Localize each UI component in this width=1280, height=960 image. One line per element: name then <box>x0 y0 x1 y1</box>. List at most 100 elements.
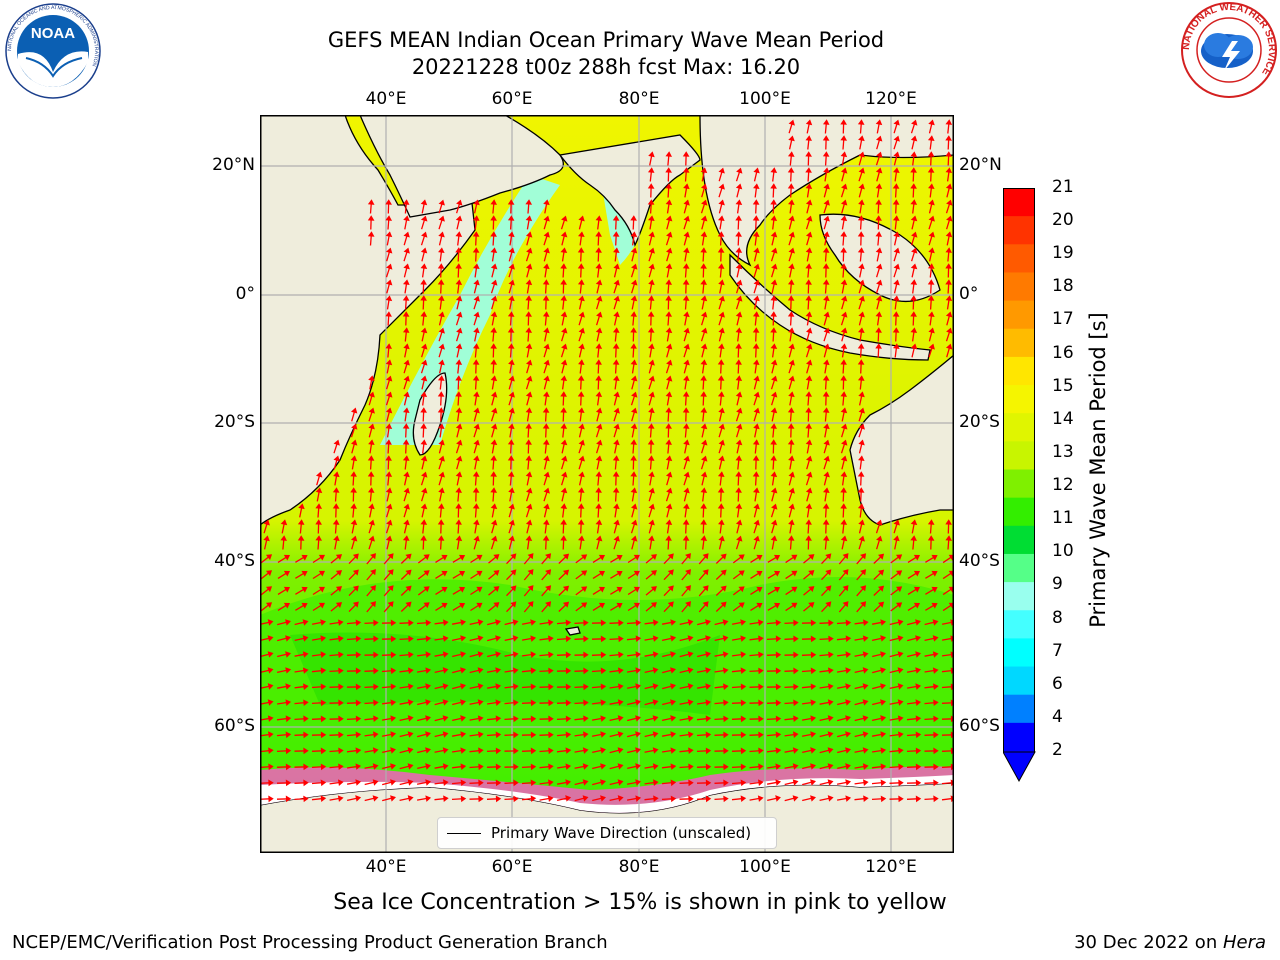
direction-arrow-head <box>598 586 606 593</box>
direction-arrow-head <box>508 503 515 510</box>
direction-arrow-head <box>682 279 690 285</box>
colorbar-label: 18 <box>1052 276 1074 297</box>
left-lat-tick: 40°S <box>214 551 255 571</box>
direction-arrow-head <box>368 439 375 446</box>
direction-arrow-head <box>355 667 362 675</box>
direction-arrow-head <box>630 407 638 414</box>
direction-arrow-head <box>493 586 500 593</box>
direction-arrow-head <box>285 715 292 723</box>
top-lon-tick: 60°E <box>491 89 533 109</box>
direction-arrow-head <box>915 715 922 723</box>
direction-arrow-head <box>595 247 602 253</box>
direction-arrow-head <box>735 519 743 526</box>
direction-arrow-head <box>320 619 327 626</box>
direction-arrow-head <box>880 667 886 674</box>
direction-arrow-head <box>875 311 883 318</box>
direction-arrow-head <box>420 519 428 525</box>
legend-line-icon <box>447 832 481 834</box>
direction-arrow-head <box>753 391 760 398</box>
direction-arrow-head <box>472 215 480 221</box>
direction-arrow-head <box>320 779 327 787</box>
chart-title: GEFS MEAN Indian Ocean Primary Wave Mean… <box>327 28 885 52</box>
direction-arrow-head <box>858 391 865 398</box>
australia <box>849 354 954 526</box>
direction-arrow-head <box>665 439 673 445</box>
direction-arrow-head <box>373 635 379 643</box>
direction-arrow-head <box>788 343 795 350</box>
direction-arrow-head <box>770 311 777 317</box>
direction-arrow-head <box>367 455 375 461</box>
direction-arrow-head <box>822 391 830 397</box>
direction-arrow-head <box>805 311 813 318</box>
direction-arrow-head <box>740 619 747 626</box>
direction-arrow-head <box>876 535 883 542</box>
direction-arrow-head <box>495 635 501 642</box>
direction-arrow-head <box>911 231 918 238</box>
direction-arrow-head <box>647 183 655 189</box>
direction-arrow-head <box>828 651 834 659</box>
direction-arrow-head <box>473 263 480 270</box>
direction-arrow-head <box>682 167 690 173</box>
direction-arrow-head <box>386 391 393 398</box>
direction-arrow-head <box>845 795 852 802</box>
direction-arrow-head <box>810 795 816 802</box>
direction-arrow-head <box>438 247 445 254</box>
direction-arrow-head <box>577 503 585 509</box>
direction-arrow-head <box>910 151 918 158</box>
direction-arrow-head <box>403 375 410 382</box>
direction-arrow-head <box>652 635 659 642</box>
direction-arrow-head <box>633 602 640 609</box>
direction-arrow-head <box>351 439 358 446</box>
direction-arrow-head <box>373 683 379 691</box>
direction-arrow-head <box>810 779 816 786</box>
direction-arrow-head <box>700 263 707 269</box>
direction-arrow-head <box>927 263 935 269</box>
bottom-lon-tick: 40°E <box>365 857 407 877</box>
direction-arrow-head <box>928 311 935 318</box>
direction-arrow-head <box>512 619 519 626</box>
direction-arrow-head <box>460 795 467 803</box>
direction-arrow-head <box>477 667 484 674</box>
direction-arrow-head <box>735 215 742 221</box>
direction-arrow-head <box>876 519 883 526</box>
direction-arrow-head <box>647 311 655 317</box>
direction-arrow-head <box>876 151 883 158</box>
direction-arrow-head <box>542 423 550 429</box>
direction-arrow-head <box>718 439 725 446</box>
direction-arrow-head <box>385 407 393 414</box>
direction-arrow-head <box>701 439 708 446</box>
direction-arrow-head <box>617 715 624 722</box>
direction-arrow-head <box>915 763 922 771</box>
direction-arrow-head <box>857 375 865 381</box>
direction-arrow-head <box>910 343 918 350</box>
direction-arrow-head <box>455 231 463 238</box>
colorbar-cell <box>1003 694 1035 724</box>
direction-arrow-head <box>770 327 777 333</box>
direction-arrow-head <box>530 715 537 723</box>
direction-arrow-head <box>437 279 445 285</box>
direction-arrow-head <box>526 503 533 510</box>
direction-arrow-head <box>303 715 309 723</box>
direction-arrow-head <box>595 279 603 286</box>
direction-arrow-head <box>875 295 883 302</box>
direction-arrow-head <box>458 570 466 577</box>
direction-arrow-head <box>407 667 414 675</box>
direction-arrow-head <box>460 747 467 754</box>
direction-arrow-head <box>455 471 463 478</box>
colorbar-label: 6 <box>1052 673 1063 694</box>
direction-arrow-head <box>403 503 410 510</box>
direction-arrow-head <box>438 231 445 238</box>
direction-arrow-head <box>753 279 760 286</box>
direction-arrow-head <box>898 779 904 787</box>
direction-arrow-head <box>915 779 922 787</box>
direction-arrow-head <box>822 519 830 525</box>
bottom-lon-tick: 100°E <box>739 857 791 877</box>
direction-arrow-head <box>822 407 830 413</box>
direction-arrow-head <box>932 635 939 642</box>
direction-arrow-head <box>595 455 603 462</box>
direction-arrow-head <box>510 601 517 608</box>
direction-arrow-head <box>403 231 410 238</box>
direction-arrow-head <box>613 263 620 270</box>
direction-arrow-head <box>913 570 921 577</box>
direction-arrow-head <box>595 359 602 365</box>
